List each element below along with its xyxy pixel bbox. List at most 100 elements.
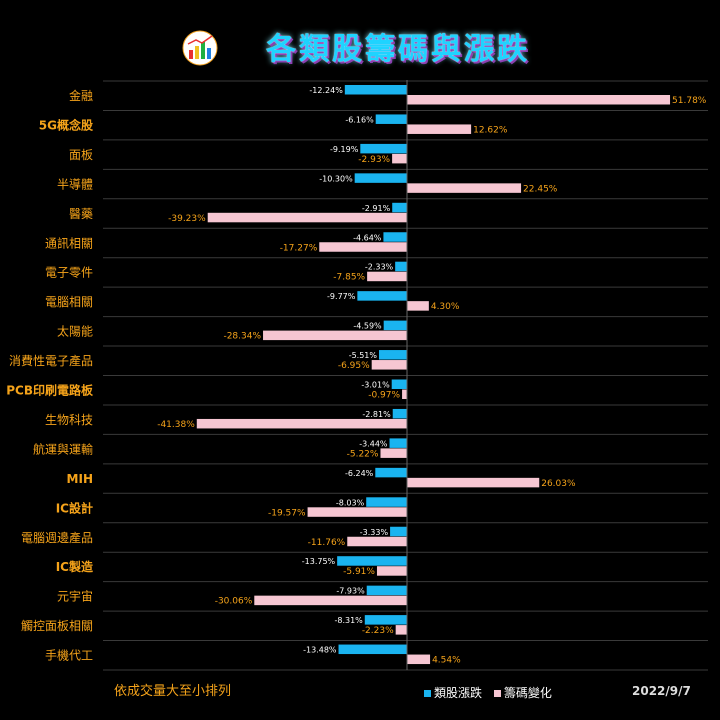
category-label: 醫藥 xyxy=(69,207,93,221)
bar-chip-change xyxy=(207,212,407,223)
value-label-chip: -41.38% xyxy=(157,420,195,430)
bar-price-change xyxy=(379,350,407,360)
bar-price-change xyxy=(338,644,407,655)
category-label: 電腦相關 xyxy=(45,294,93,309)
value-label-price: -7.93% xyxy=(336,587,365,596)
bar-chip-change xyxy=(407,124,472,134)
legend-label-chip: 籌碼變化 xyxy=(503,686,552,700)
value-label-price: -8.31% xyxy=(334,616,363,625)
category-label: PCB印刷電路板 xyxy=(6,383,94,398)
value-label-chip: -7.85% xyxy=(333,273,365,283)
value-label-chip: -17.27% xyxy=(280,243,318,253)
bar-price-change xyxy=(390,526,407,537)
category-label: IC設計 xyxy=(56,500,93,515)
legend: 類股漲跌 籌碼變化 xyxy=(424,684,560,701)
category-label: 航運與運輸 xyxy=(33,441,93,456)
value-label-price: -8.03% xyxy=(336,498,365,507)
bar-chip-change xyxy=(307,507,407,517)
bars xyxy=(196,85,671,665)
value-label-chip: -5.91% xyxy=(343,567,375,577)
category-label: 電腦週邊產品 xyxy=(21,530,93,545)
value-label-price: -13.75% xyxy=(302,557,336,566)
legend-swatch-price xyxy=(424,690,431,697)
value-label-price: -3.01% xyxy=(361,381,390,390)
bar-price-change xyxy=(391,379,407,389)
category-label: 通訊相關 xyxy=(45,235,93,250)
category-label: 生物科技 xyxy=(45,413,93,427)
value-label-chip: -6.95% xyxy=(338,361,370,371)
legend-label-price: 類股漲跌 xyxy=(434,686,483,700)
bar-price-change xyxy=(354,173,407,183)
category-label: 太陽能 xyxy=(57,324,93,339)
value-label-chip: -19.57% xyxy=(268,508,306,518)
value-label-price: -10.30% xyxy=(319,174,353,183)
value-label-price: -13.48% xyxy=(303,646,337,655)
value-label-chip: -5.22% xyxy=(347,449,379,459)
legend-item-chip: 籌碼變化 xyxy=(493,686,552,700)
bar-price-change xyxy=(389,438,407,448)
sort-note: 依成交量大至小排列 xyxy=(114,684,232,699)
bar-price-change xyxy=(357,291,407,301)
bar-chip-change xyxy=(392,153,407,164)
grid-lines xyxy=(103,80,708,671)
value-label-price: -3.33% xyxy=(360,528,389,537)
value-label-price: -6.16% xyxy=(345,115,374,124)
category-label: 手機代工 xyxy=(45,648,93,663)
bar-price-change xyxy=(392,202,407,213)
category-label: 觸控面板相關 xyxy=(21,618,93,633)
bar-price-change xyxy=(360,143,407,154)
bar-chip-change xyxy=(407,301,429,311)
bar-chip-change xyxy=(367,271,407,282)
date-label: 2022/9/7 xyxy=(632,684,691,698)
bar-price-change xyxy=(337,556,407,566)
bar-chip-change xyxy=(347,536,407,547)
value-label-price: -9.19% xyxy=(330,145,359,154)
value-label-price: -6.24% xyxy=(345,469,374,478)
value-label-price: -4.59% xyxy=(353,322,382,331)
bar-price-change xyxy=(344,85,407,95)
value-label-price: -12.24% xyxy=(309,86,343,95)
category-label: 消費性電子產品 xyxy=(9,353,93,368)
category-label: 金融 xyxy=(69,88,93,103)
value-label-chip: -30.06% xyxy=(215,597,253,607)
chart-title: 各類股籌碼與漲跌 xyxy=(266,32,530,67)
value-label-price: -4.64% xyxy=(353,233,382,242)
value-label-chip: 12.62% xyxy=(473,125,508,135)
logo-icon xyxy=(182,30,218,66)
bar-price-change xyxy=(392,408,407,419)
value-label-price: -2.33% xyxy=(365,263,394,272)
value-labels: -12.24% 51.78% -6.16% 12.62% -9.19%-2.93% -10… xyxy=(157,86,707,666)
value-label-chip: -28.34% xyxy=(223,332,261,342)
value-label-price: -3.44% xyxy=(359,439,388,448)
bar-price-change xyxy=(375,114,407,124)
bar-chip-change xyxy=(263,330,407,341)
value-label-chip: -2.93% xyxy=(358,155,390,165)
bar-chip-change xyxy=(254,595,407,606)
legend-swatch-chip xyxy=(493,690,501,697)
value-label-chip: 26.03% xyxy=(541,479,576,489)
value-label-chip: 4.30% xyxy=(431,302,460,312)
value-label-chip: -11.76% xyxy=(308,538,346,548)
bar-chip-change xyxy=(371,360,407,370)
bar-chip-change xyxy=(319,242,407,252)
category-label: 5G概念股 xyxy=(39,117,94,132)
bar-chip-change xyxy=(407,654,431,665)
category-label: 電子零件 xyxy=(45,266,93,280)
value-label-chip: -39.23% xyxy=(168,214,206,224)
bar-chip-change xyxy=(407,477,540,488)
value-label-chip: 51.78% xyxy=(672,96,707,106)
bar-chip-change xyxy=(196,418,407,429)
bar-price-change xyxy=(375,467,407,478)
value-label-chip: 22.45% xyxy=(523,184,558,194)
bar-chip-change xyxy=(380,448,407,458)
value-label-price: -9.77% xyxy=(327,292,356,301)
bar-price-change xyxy=(395,261,407,272)
bar-price-change xyxy=(366,497,407,507)
bar-price-change xyxy=(366,585,407,596)
bar-chip-change xyxy=(402,389,407,399)
value-label-price: -2.91% xyxy=(362,204,391,213)
value-label-price: -2.81% xyxy=(362,410,391,419)
bar-chip-change xyxy=(407,95,671,105)
